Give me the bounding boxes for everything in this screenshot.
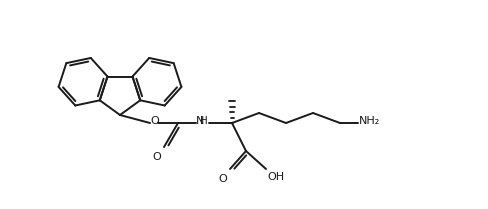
- Text: O: O: [153, 152, 162, 162]
- Text: N: N: [196, 116, 204, 126]
- Text: H: H: [200, 116, 208, 126]
- Text: O: O: [219, 174, 227, 184]
- Text: NH₂: NH₂: [359, 116, 381, 126]
- Text: OH: OH: [267, 172, 285, 182]
- Text: O: O: [151, 116, 160, 126]
